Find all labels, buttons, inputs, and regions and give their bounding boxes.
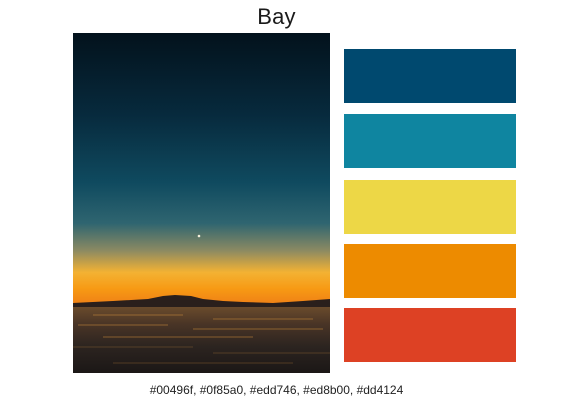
swatch-2 — [344, 114, 516, 168]
sunset-bay-illustration — [73, 33, 330, 373]
swatch-4 — [344, 244, 516, 298]
moon-icon — [197, 234, 201, 238]
swatch-5 — [344, 308, 516, 362]
palette-title: Bay — [257, 4, 296, 29]
swatch-1 — [344, 49, 516, 103]
swatch-3 — [344, 180, 516, 234]
sunset-bay-photo — [73, 33, 330, 373]
color-codes-caption: #00496f, #0f85a0, #edd746, #ed8b00, #dd4… — [149, 383, 404, 397]
